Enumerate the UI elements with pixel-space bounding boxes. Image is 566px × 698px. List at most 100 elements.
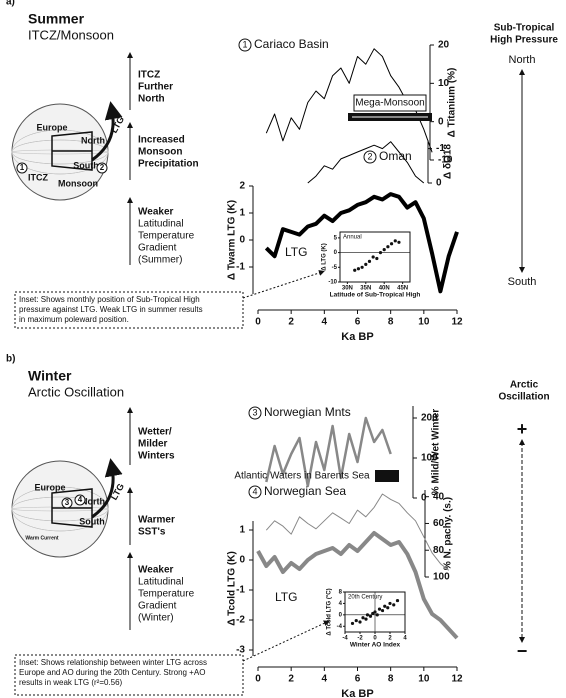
note-box xyxy=(14,654,244,696)
inset-y-tick-label: -5 xyxy=(332,265,338,271)
y-axis-title: Δ Titanium (%) xyxy=(447,68,458,138)
panel-label: a) xyxy=(6,0,15,8)
inset-x-tick-label: -2 xyxy=(357,636,363,642)
annotation-box xyxy=(353,94,427,112)
y-tick-label: 100 xyxy=(433,572,450,583)
inset-x-tick-label: 40N xyxy=(379,286,390,292)
y-tick-label: 20 xyxy=(438,40,450,51)
y-tick-label: -1 xyxy=(236,585,245,596)
driver-text: (Winter) xyxy=(138,613,174,624)
panel-subtitle: Arctic Oscillation xyxy=(28,384,124,399)
inset-x-title: Latitude of Sub-Tropical High xyxy=(330,292,421,299)
x-tick-label: 10 xyxy=(418,674,430,685)
x-tick-label: 0 xyxy=(255,317,261,328)
x-tick-label: 10 xyxy=(418,317,430,328)
driver-text: North xyxy=(138,94,165,105)
inset-y-tick-label: 8 xyxy=(339,590,343,596)
x-tick-label: 6 xyxy=(355,674,361,685)
inset-point xyxy=(358,620,362,624)
site-number: 1 xyxy=(242,39,247,49)
y-axis-title: Δ Tcold LTG (K) xyxy=(227,551,238,626)
globe-label: 1 xyxy=(20,163,25,172)
inset-x-tick-label: 35N xyxy=(360,286,371,292)
inset-y-tick-label: 5 xyxy=(334,235,338,241)
series-line xyxy=(256,531,459,640)
annotation: LTG xyxy=(285,245,307,259)
x-tick-label: 4 xyxy=(322,674,328,685)
inset-point xyxy=(368,614,373,618)
inset-point xyxy=(388,601,392,606)
note-text: Inset: Shows relationship between winter… xyxy=(19,658,207,667)
site-name: Oman xyxy=(379,149,412,163)
globe-label: South xyxy=(79,516,105,526)
panel-title: Winter xyxy=(28,368,72,384)
y-tick-label: -10 xyxy=(438,155,453,166)
inset-point xyxy=(360,265,364,269)
driver-text: Temperature xyxy=(138,589,195,600)
site-marker xyxy=(363,150,377,164)
site-number: 2 xyxy=(367,151,372,161)
annotation: LTG xyxy=(275,590,297,604)
y-tick-label: 0 xyxy=(436,178,442,189)
x-tick-label: 2 xyxy=(288,674,294,685)
right-title: Oscillation xyxy=(498,392,549,403)
globe-site xyxy=(74,494,86,506)
inset-y-tick-label: -10 xyxy=(328,280,337,286)
inset-point xyxy=(377,607,382,611)
inset-y-tick-label: -4 xyxy=(337,624,343,630)
driver-text: SST's xyxy=(138,527,166,538)
note-text: Inset: Shows monthly position of Sub-Tro… xyxy=(19,295,200,304)
inset-point xyxy=(364,262,368,266)
inset-point xyxy=(378,250,383,255)
driver-text: Further xyxy=(138,82,173,93)
y-tick-label: 1 xyxy=(239,208,245,219)
right-title: Sub-Tropical xyxy=(494,23,555,34)
right-title: High Pressure xyxy=(490,35,558,46)
globe-label: North xyxy=(81,135,105,145)
x-tick-label: 12 xyxy=(451,674,463,685)
site-name: Cariaco Basin xyxy=(254,37,329,51)
inset-point xyxy=(397,240,401,244)
inset-x-title: Winter AO Index xyxy=(350,642,401,649)
inset-point xyxy=(386,245,390,249)
x-tick-label: 12 xyxy=(451,317,463,328)
y-tick-label: 60 xyxy=(433,518,445,529)
series-line xyxy=(265,416,392,488)
inset-y-tick-label: 4 xyxy=(339,601,343,607)
driver-text: Precipitation xyxy=(138,159,199,170)
globe-label: Europe xyxy=(36,122,67,132)
inset-y-tick-label: 0 xyxy=(339,612,343,618)
globe-label: LTG xyxy=(109,115,126,135)
inset-x-tick-label: 45N xyxy=(397,286,408,292)
globe-site xyxy=(61,497,73,509)
globe-label: Warm Current xyxy=(25,535,58,541)
globe xyxy=(11,460,109,558)
note-pointer xyxy=(242,270,325,299)
x-tick-label: 8 xyxy=(388,317,394,328)
ltg-arrow xyxy=(91,458,123,519)
globe-box xyxy=(51,131,93,171)
inset-point xyxy=(364,617,368,621)
globe-grid xyxy=(11,486,109,532)
series-line xyxy=(307,141,425,184)
y-tick-label: 40 xyxy=(433,491,445,502)
site-number: 3 xyxy=(252,407,257,417)
driver-text: Wetter/ xyxy=(138,427,172,438)
y-tick-label: -3 xyxy=(236,645,245,656)
driver-text: (Summer) xyxy=(138,255,182,266)
inset-point xyxy=(375,256,379,261)
right-title: Arctic xyxy=(510,380,539,391)
series-line xyxy=(265,493,450,571)
right-top: North xyxy=(509,54,536,66)
inset-x-tick-label: -4 xyxy=(342,636,348,642)
inset-point xyxy=(380,608,385,613)
annotation-bar xyxy=(375,470,399,482)
y-axis-title: % Mild/Wet Winter xyxy=(431,409,442,496)
inset-point xyxy=(382,248,386,252)
y-tick-label: 0 xyxy=(239,235,245,246)
site-marker xyxy=(248,485,262,499)
y-tick-label: -1 xyxy=(436,143,445,154)
driver-text: Winters xyxy=(138,451,175,462)
driver-text: Latitudinal xyxy=(138,219,184,230)
globe-label: North xyxy=(81,496,105,506)
